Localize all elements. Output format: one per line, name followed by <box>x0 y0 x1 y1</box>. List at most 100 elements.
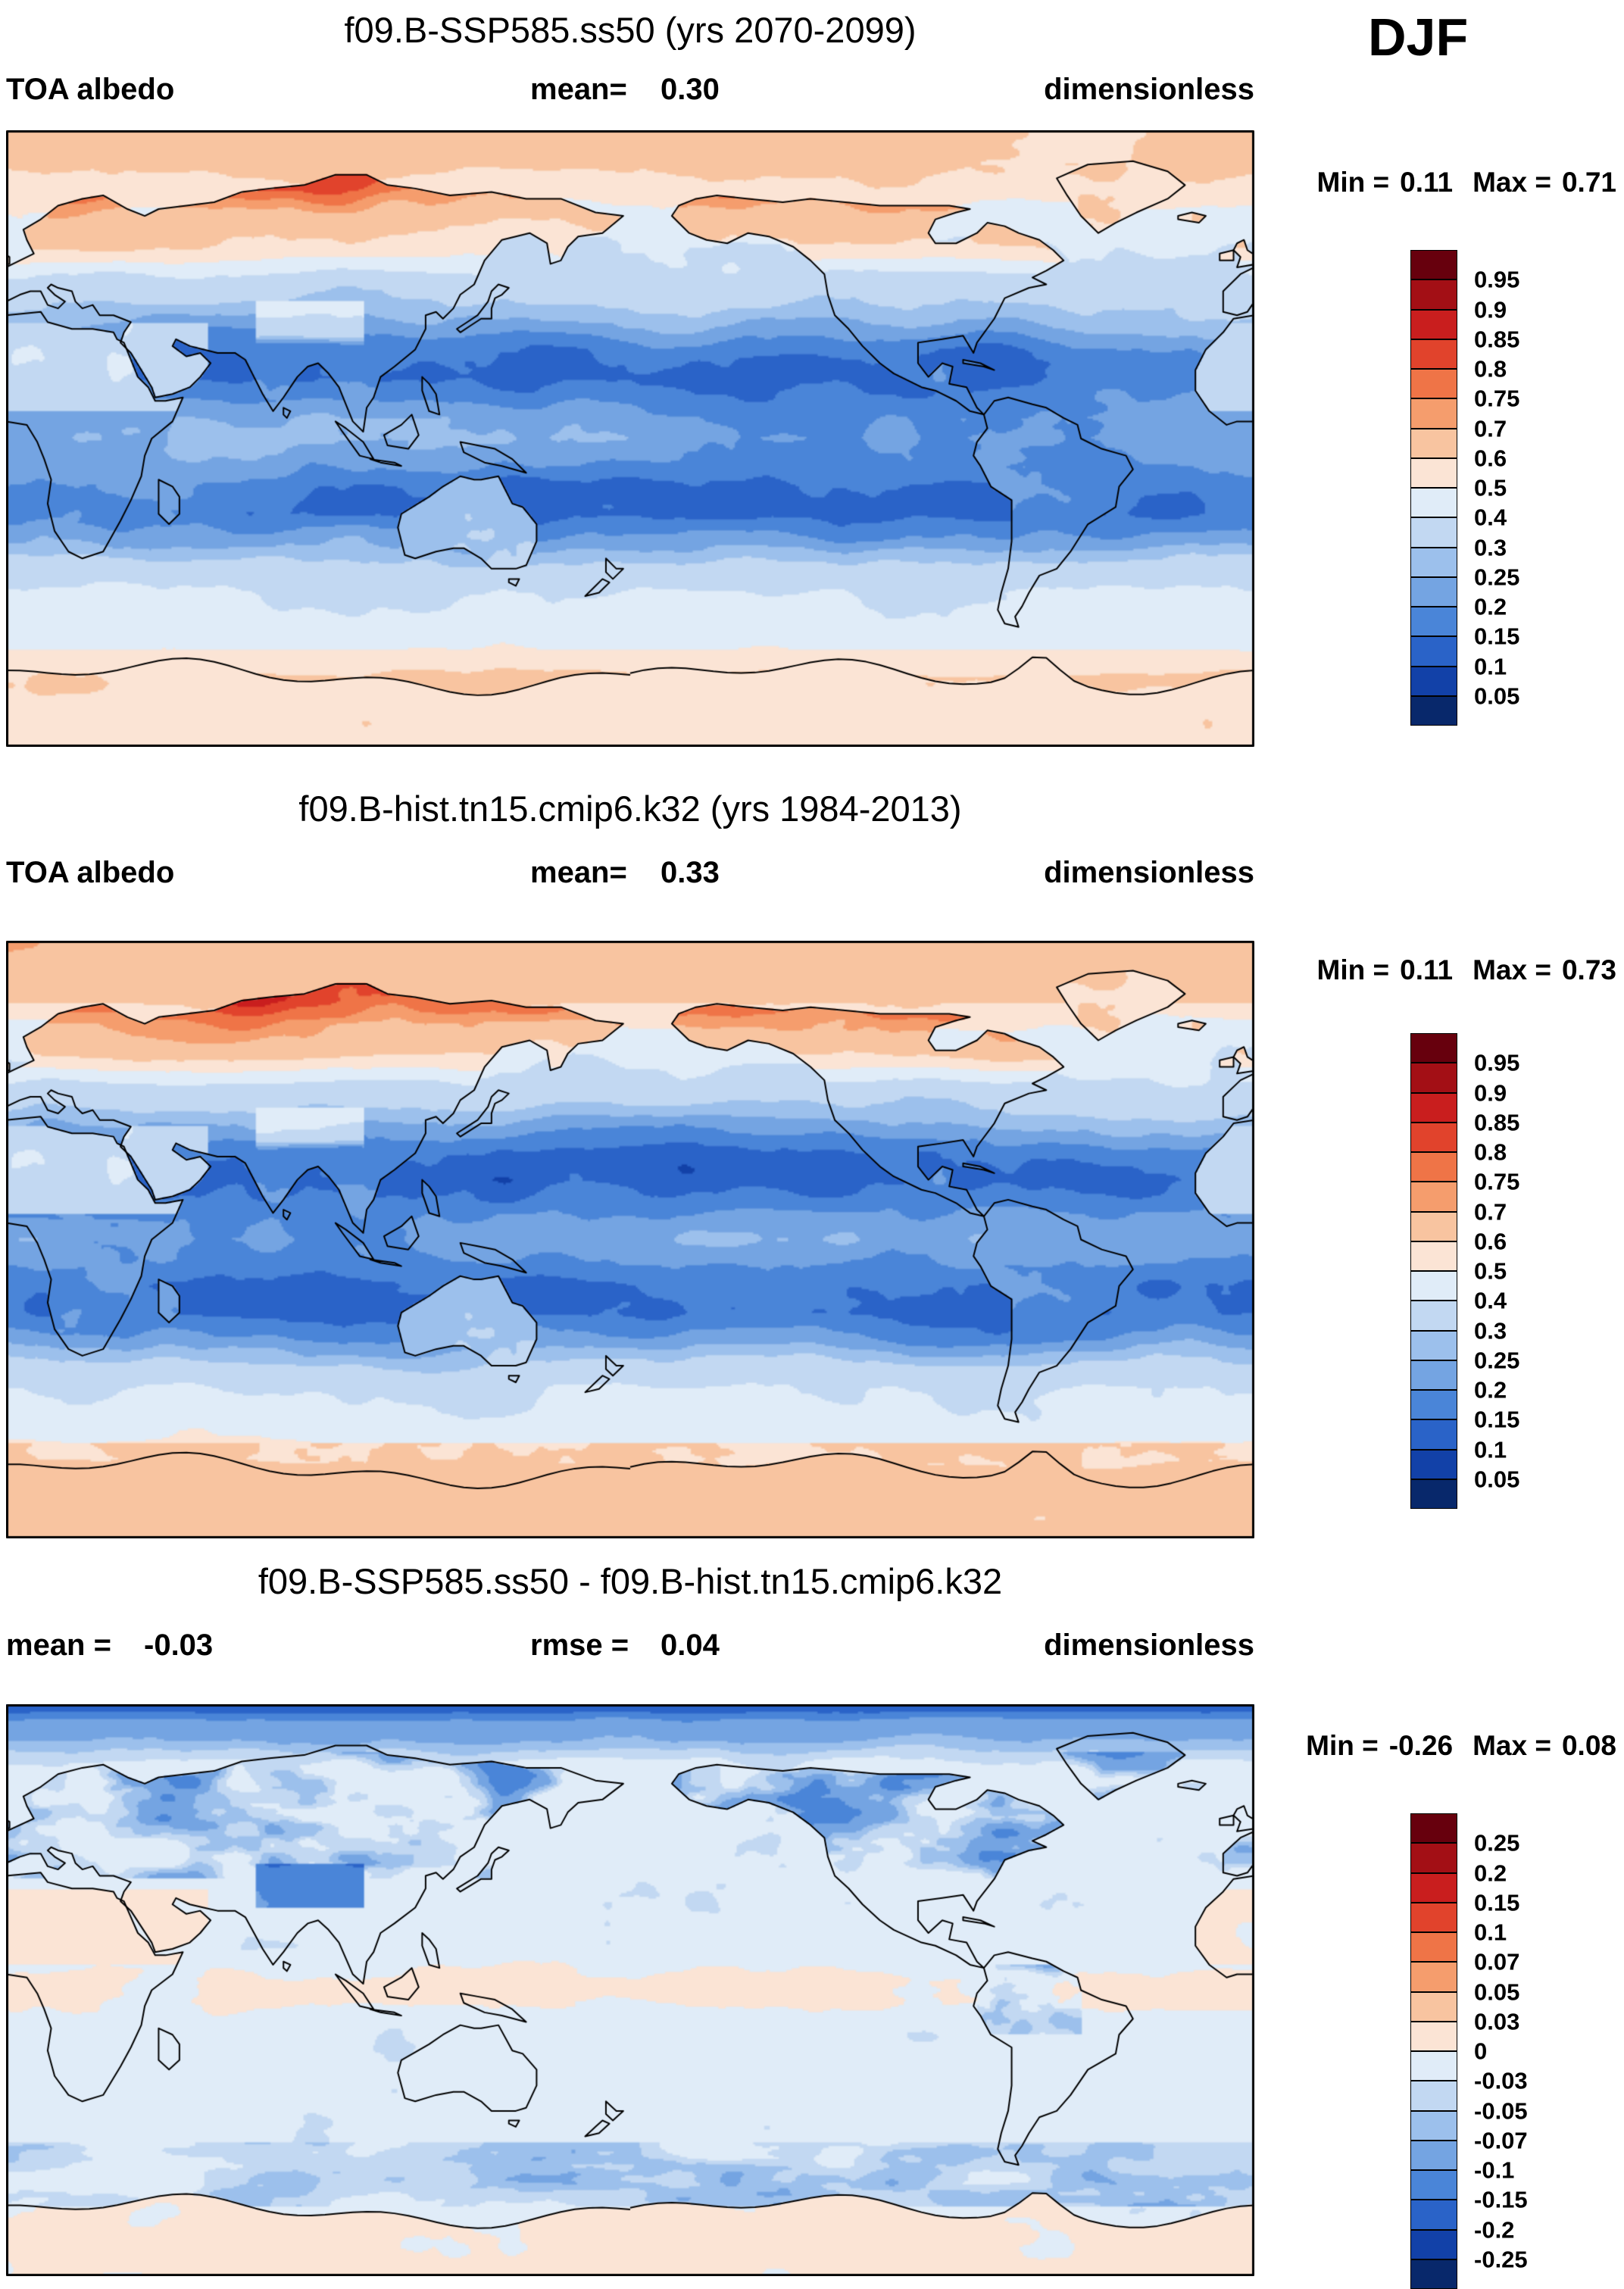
colorbar-tick-label: 0.4 <box>1474 504 1507 531</box>
panel3-mean-value: -0.03 <box>144 1629 214 1662</box>
colorbar-tick-label: 0.25 <box>1474 1347 1520 1374</box>
panel1-title: f09.B-SSP585.ss50 (yrs 2070-2099) <box>344 10 917 50</box>
colorbar-cell <box>1410 2229 1457 2259</box>
colorbar-cell <box>1410 636 1457 667</box>
colorbar-cell <box>1410 1360 1457 1390</box>
colorbar-cell <box>1410 576 1457 607</box>
colorbar-cell <box>1410 339 1457 369</box>
colorbar-tick-label: -0.07 <box>1474 2127 1528 2154</box>
colorbar-cell <box>1410 2081 1457 2111</box>
colorbar-cell <box>1410 547 1457 577</box>
colorbar-cell <box>1410 607 1457 637</box>
colorbar-cell <box>1410 1419 1457 1450</box>
panel2-mean-value: 0.33 <box>661 856 720 889</box>
colorbar-tick-label: 0.03 <box>1474 2008 1520 2035</box>
panel2-title: f09.B-hist.tn15.cmip6.k32 (yrs 1984-2013… <box>298 789 962 829</box>
colorbar-cell <box>1410 309 1457 339</box>
panel1-colorbar <box>1410 250 1457 726</box>
colorbar-tick-label: 0.1 <box>1474 1919 1507 1946</box>
colorbar-tick-label: 0.25 <box>1474 1829 1520 1856</box>
colorbar-cell <box>1410 1872 1457 1903</box>
colorbar-cell <box>1410 695 1457 726</box>
colorbar-cell <box>1410 1182 1457 1212</box>
colorbar-cell <box>1410 488 1457 518</box>
colorbar-tick-label: -0.03 <box>1474 2067 1528 2094</box>
colorbar-tick-label: 0 <box>1474 2038 1488 2065</box>
panel1-min-value: 0.11 <box>1400 167 1454 198</box>
colorbar-tick-label: 0.15 <box>1474 1889 1520 1916</box>
panel2-colorbar <box>1410 1033 1457 1509</box>
colorbar-tick-label: 0.6 <box>1474 1228 1507 1255</box>
colorbar-cell <box>1410 2140 1457 2170</box>
colorbar-tick-label: 0.15 <box>1474 623 1520 650</box>
colorbar-cell <box>1410 2170 1457 2200</box>
panel1-mean-value: 0.30 <box>661 73 720 106</box>
colorbar-cell <box>1410 1033 1457 1063</box>
colorbar-cell <box>1410 1152 1457 1182</box>
panel1-minmax: Min = 0.11 Max = 0.71 <box>1083 168 1616 196</box>
colorbar-tick-label: 0.9 <box>1474 296 1507 323</box>
panel3-max-label: Max = <box>1473 1730 1551 1761</box>
colorbar-tick-label: 0.8 <box>1474 1138 1507 1166</box>
colorbar-tick-label: 0.9 <box>1474 1079 1507 1106</box>
panel3-units-label: dimensionless <box>1044 1629 1254 1662</box>
colorbar-cell <box>1410 517 1457 548</box>
colorbar-cell <box>1410 1991 1457 2022</box>
colorbar-tick-label: 0.7 <box>1474 415 1507 442</box>
colorbar-cell <box>1410 1932 1457 1963</box>
map-canvas-hist <box>6 941 1254 1538</box>
colorbar-cell <box>1410 2259 1457 2289</box>
colorbar-cell <box>1410 457 1457 488</box>
colorbar-tick-label: 0.25 <box>1474 564 1520 591</box>
colorbar-cell <box>1410 1962 1457 1992</box>
panel3-rmse-value: 0.04 <box>661 1629 720 1662</box>
colorbar-cell <box>1410 1241 1457 1271</box>
colorbar-cell <box>1410 398 1457 429</box>
panel2-colorbar-ticks: 0.95 0.9 0.85 0.8 0.75 0.7 0.6 0.5 0.4 0.3 0.25 0.2… <box>1474 1033 1603 1509</box>
colorbar-cell <box>1410 1330 1457 1360</box>
colorbar-cell <box>1410 369 1457 399</box>
colorbar-cell <box>1410 1271 1457 1301</box>
panel2-max-label: Max = <box>1473 954 1551 985</box>
colorbar-cell <box>1410 2200 1457 2230</box>
colorbar-tick-label: 0.3 <box>1474 534 1507 561</box>
panel1-units-label: dimensionless <box>1044 73 1254 106</box>
panel2-minmax: Min = 0.11 Max = 0.73 <box>1083 956 1616 984</box>
colorbar-cell <box>1410 2021 1457 2051</box>
colorbar-cell <box>1410 1813 1457 1844</box>
colorbar-tick-label: 0.2 <box>1474 1860 1507 1886</box>
colorbar-tick-label: 0.05 <box>1474 1466 1520 1493</box>
colorbar-cell <box>1410 279 1457 310</box>
colorbar-cell <box>1410 1479 1457 1509</box>
colorbar-tick-label: 0.95 <box>1474 1049 1520 1076</box>
panel3-rmse-label: rmse = <box>530 1629 629 1662</box>
season-label: DJF <box>1368 8 1469 67</box>
colorbar-tick-label: 0.7 <box>1474 1198 1507 1225</box>
map-canvas-difference <box>6 1704 1254 2276</box>
colorbar-tick-label: 0.95 <box>1474 266 1520 293</box>
colorbar-cell <box>1410 1301 1457 1331</box>
panel1-colorbar-ticks: 0.95 0.9 0.85 0.8 0.75 0.7 0.6 0.5 0.4 0.3 0.25 0.2… <box>1474 250 1603 726</box>
panel3-minmax: Min = -0.26 Max = 0.08 <box>1083 1732 1616 1760</box>
panel3-title: f09.B-SSP585.ss50 - f09.B-hist.tn15.cmip… <box>258 1561 1003 1601</box>
colorbar-cell <box>1410 1843 1457 1873</box>
colorbar-cell <box>1410 1902 1457 1932</box>
map-canvas-ssp585 <box>6 130 1254 747</box>
colorbar-tick-label: -0.1 <box>1474 2156 1515 2184</box>
colorbar-cell <box>1410 1122 1457 1152</box>
panel2-variable-label: TOA albedo <box>6 856 175 889</box>
colorbar-tick-label: 0.5 <box>1474 474 1507 501</box>
colorbar-cell <box>1410 428 1457 458</box>
panel3-mean-label: mean = <box>6 1629 111 1662</box>
panel2-min-value: 0.11 <box>1400 954 1454 985</box>
panel3-min-label: Min = <box>1306 1730 1379 1761</box>
colorbar-tick-label: -0.15 <box>1474 2186 1528 2213</box>
panel2-max-value: 0.73 <box>1561 954 1616 985</box>
panel1-mean-label: mean= <box>530 73 627 106</box>
colorbar-cell <box>1410 1390 1457 1420</box>
panel3-max-value: 0.08 <box>1561 1730 1616 1761</box>
panel3-min-value: -0.26 <box>1388 1730 1454 1761</box>
colorbar-tick-label: 0.3 <box>1474 1317 1507 1344</box>
colorbar-cell <box>1410 666 1457 696</box>
colorbar-cell <box>1410 1211 1457 1241</box>
